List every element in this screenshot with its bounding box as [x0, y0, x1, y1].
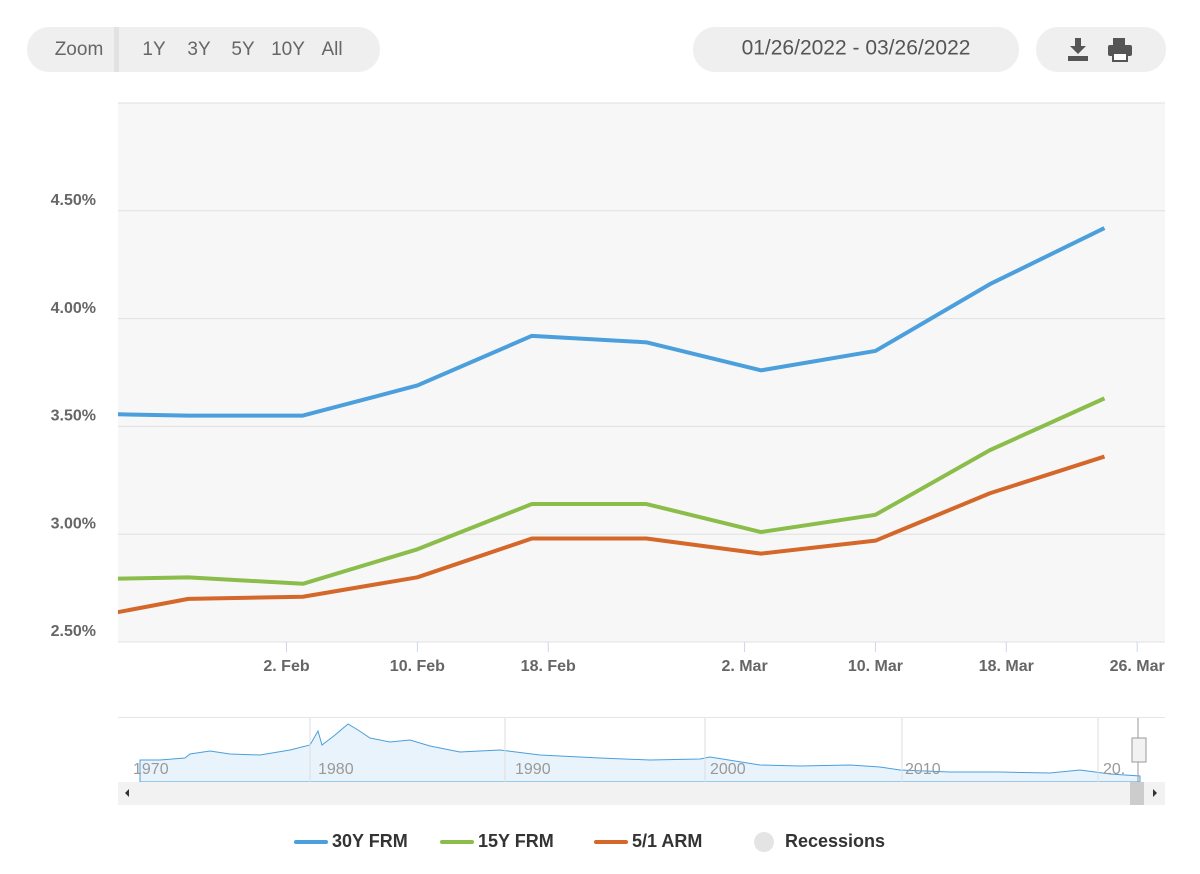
plot-background	[118, 103, 1165, 642]
scrollbar[interactable]	[118, 782, 1165, 805]
y-tick-label: 3.50%	[51, 408, 96, 425]
export-box	[1036, 27, 1166, 72]
navigator-label: 1970	[133, 761, 169, 778]
y-tick-label: 4.50%	[51, 192, 96, 209]
x-tick-label: 18. Feb	[521, 658, 576, 675]
series-line	[118, 454, 1106, 615]
zoom-button[interactable]: 10Y	[271, 39, 305, 60]
x-tick-label: 26. Mar	[1110, 658, 1165, 675]
series-line	[118, 226, 1106, 418]
navigator-label: 1980	[318, 761, 354, 778]
divider	[114, 27, 119, 72]
navigator-label: 2010	[905, 761, 941, 778]
date-range[interactable]: 01/26/2022 - 03/26/2022	[742, 37, 971, 60]
x-tick-label: 10. Mar	[848, 658, 903, 675]
navigator	[118, 717, 1165, 805]
legend-label[interactable]: 30Y FRM	[332, 831, 408, 851]
x-tick-label: 2. Feb	[263, 658, 309, 675]
y-tick-label: 4.00%	[51, 300, 96, 317]
series-line	[118, 396, 1106, 586]
legend-label[interactable]: 15Y FRM	[478, 831, 554, 851]
zoom-button[interactable]: 5Y	[231, 39, 255, 60]
legend-swatch[interactable]	[754, 832, 774, 852]
legend-label[interactable]: Recessions	[785, 831, 885, 851]
x-tick-label: 2. Mar	[721, 658, 767, 675]
zoom-button[interactable]: 1Y	[142, 39, 166, 60]
download-icon[interactable]	[1068, 38, 1088, 61]
print-icon[interactable]	[1108, 38, 1132, 62]
date-range-box[interactable]	[693, 27, 1019, 72]
legend-label[interactable]: 5/1 ARM	[632, 831, 702, 851]
y-tick-label: 3.00%	[51, 515, 96, 532]
navigator-label: 20.	[1103, 761, 1125, 778]
navigator-label: 2000	[710, 761, 746, 778]
zoom-button[interactable]: 3Y	[187, 39, 211, 60]
zoom-button[interactable]: All	[321, 39, 342, 60]
zoom-label: Zoom	[55, 39, 104, 60]
y-tick-label: 2.50%	[51, 623, 96, 640]
x-tick-label: 18. Mar	[979, 658, 1034, 675]
navigator-label: 1990	[515, 761, 551, 778]
x-tick-label: 10. Feb	[390, 658, 445, 675]
